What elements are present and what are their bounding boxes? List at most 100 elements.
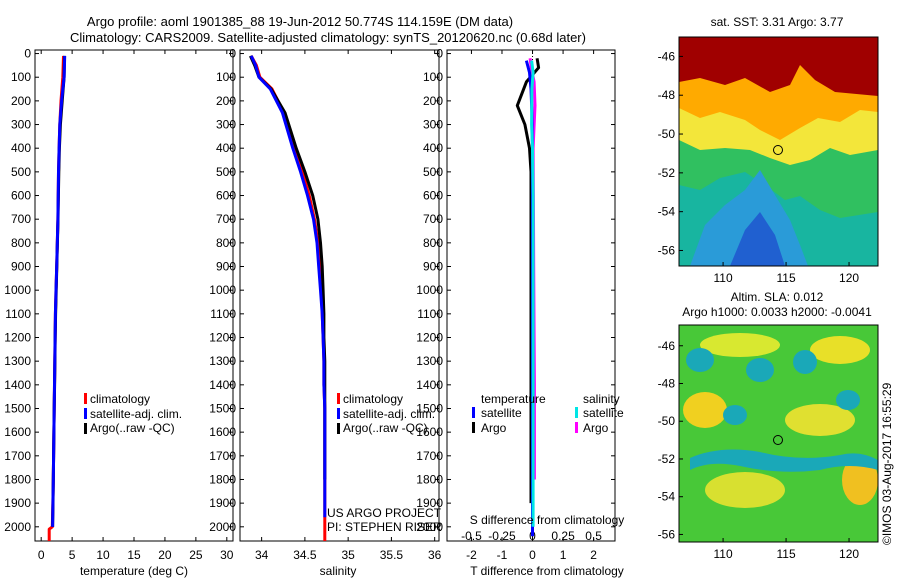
sal-legend-climatology-label: climatology bbox=[343, 392, 403, 406]
diff-legend-t-argo-swatch bbox=[472, 422, 475, 433]
depth-tick-label: 300 bbox=[216, 118, 236, 132]
lon-tick-label: 110 bbox=[714, 271, 733, 285]
series-line-satellite-adj-clim- bbox=[51, 55, 67, 527]
depth-tick-label: 1900 bbox=[416, 496, 443, 510]
depth-tick-label: 400 bbox=[11, 141, 31, 155]
depth-tick-label: 600 bbox=[423, 189, 443, 203]
lat-tick-label: -50 bbox=[658, 414, 676, 428]
depth-tick-label: 0 bbox=[24, 47, 31, 61]
depth-tick-label: 1500 bbox=[209, 401, 236, 415]
s-tick-label: -0.25 bbox=[488, 529, 516, 543]
sla-patch bbox=[723, 405, 747, 425]
sla-map-axes: -46 -48 -50 -52 -54 -56 110 115 120 bbox=[658, 339, 860, 561]
depth-tick-label: 1200 bbox=[209, 331, 236, 345]
salinity-x-axis: 34 34.5 35 35.5 36 bbox=[255, 50, 442, 562]
depth-tick-label: 1300 bbox=[209, 354, 236, 368]
x-tick-label: 20 bbox=[158, 548, 172, 562]
x-tick-label: 15 bbox=[127, 548, 141, 562]
sst-map-frame bbox=[678, 36, 879, 267]
lat-tick-label: -56 bbox=[658, 527, 676, 541]
salinity-panel-frame bbox=[239, 49, 440, 542]
figure-title-line2: Climatology: CARS2009. Satellite-adjuste… bbox=[70, 30, 586, 45]
depth-tick-label: 800 bbox=[423, 236, 443, 250]
temperature-panel-frame bbox=[34, 49, 234, 542]
diff-legend-s-sat-swatch bbox=[575, 407, 578, 418]
s-tick-label: 0.25 bbox=[551, 529, 575, 543]
x-tick-label: 5 bbox=[69, 548, 76, 562]
difference-depth-axis: 0 100 200 300 400 500 600 700 800 900 1000 1100 1200… bbox=[416, 47, 615, 534]
sla-map-title2: Argo h1000: 0.0033 h2000: -0.0041 bbox=[682, 305, 872, 319]
s-difference-label: S difference from climatology bbox=[470, 513, 625, 527]
temperature-profile-lines bbox=[47, 55, 67, 541]
sst-float-marker bbox=[773, 145, 783, 155]
sst-map-title: sat. SST: 3.31 Argo: 3.77 bbox=[711, 15, 844, 29]
legend-satellite-label: satellite-adj. clim. bbox=[90, 407, 182, 421]
salinity-profile-lines bbox=[249, 55, 327, 541]
depth-tick-label: 1500 bbox=[4, 401, 31, 415]
lon-tick-label: 120 bbox=[839, 547, 859, 561]
depth-tick-label: 1700 bbox=[4, 449, 31, 463]
depth-tick-label: 700 bbox=[423, 212, 443, 226]
x-tick-label: 0 bbox=[38, 548, 45, 562]
depth-tick-label: 1000 bbox=[416, 283, 443, 297]
x-tick-label: 35 bbox=[341, 548, 355, 562]
s-tick-label: -0.5 bbox=[461, 529, 482, 543]
depth-tick-label: 900 bbox=[423, 260, 443, 274]
depth-tick-label: 100 bbox=[423, 70, 443, 84]
depth-tick-label: 1800 bbox=[416, 472, 443, 486]
depth-tick-label: 800 bbox=[11, 236, 31, 250]
lat-tick-label: -46 bbox=[658, 339, 676, 353]
pi-label: PI: STEPHEN RISER bbox=[327, 520, 442, 534]
depth-tick-label: 600 bbox=[216, 189, 236, 203]
lon-tick-label: 115 bbox=[776, 271, 795, 285]
depth-tick-label: 0 bbox=[436, 47, 443, 61]
lat-tick-label: -50 bbox=[658, 127, 676, 141]
depth-tick-label: 1400 bbox=[4, 378, 31, 392]
depth-tick-label: 600 bbox=[11, 189, 31, 203]
depth-tick-label: 100 bbox=[11, 70, 31, 84]
sla-map-frame bbox=[678, 324, 879, 543]
x-tick-label: 34 bbox=[255, 548, 269, 562]
depth-tick-label: 500 bbox=[216, 165, 236, 179]
depth-tick-label: 1100 bbox=[5, 307, 31, 321]
depth-tick-label: 200 bbox=[216, 94, 236, 108]
temperature-depth-axis: 0 100 200 300 400 500 600 700 800 900 1000 1100 1200… bbox=[4, 47, 233, 534]
diff-legend-t-argo-label: Argo bbox=[481, 421, 507, 435]
temperature-x-axis: 0 5 10 15 20 25 30 bbox=[38, 50, 234, 562]
project-label: US ARGO PROJECT bbox=[327, 506, 442, 520]
x-tick-label: -1 bbox=[497, 548, 508, 562]
x-tick-label: 1 bbox=[560, 548, 567, 562]
diff-legend-s-sat-label: satellite bbox=[583, 406, 624, 420]
sst-deep-blue-region bbox=[730, 212, 785, 266]
lat-tick-label: -54 bbox=[658, 205, 676, 219]
difference-profile-lines bbox=[515, 50, 541, 541]
depth-tick-label: 1200 bbox=[4, 331, 31, 345]
depth-tick-label: 1400 bbox=[209, 378, 236, 392]
sla-float-marker bbox=[773, 435, 783, 445]
depth-tick-label: 400 bbox=[423, 141, 443, 155]
sla-patch bbox=[705, 472, 785, 508]
depth-tick-label: 300 bbox=[423, 118, 443, 132]
lon-tick-label: 115 bbox=[776, 547, 795, 561]
depth-tick-label: 1200 bbox=[416, 331, 443, 345]
x-tick-label: 10 bbox=[96, 548, 110, 562]
sst-map bbox=[678, 36, 879, 267]
depth-tick-label: 900 bbox=[11, 260, 31, 274]
sal-legend-satellite-swatch bbox=[337, 408, 340, 419]
sal-legend-argo-label: Argo(..raw -QC) bbox=[343, 421, 428, 435]
depth-tick-label: 700 bbox=[11, 212, 31, 226]
depth-tick-label: 1000 bbox=[209, 283, 236, 297]
legend-satellite-swatch bbox=[84, 408, 87, 419]
sal-legend-argo-swatch bbox=[337, 423, 340, 434]
sst-map-axes: -46 -48 -50 -52 -54 -56 110 115 120 bbox=[658, 49, 860, 285]
diff-legend-s-argo-swatch bbox=[575, 422, 578, 433]
series-line-satellite-adj-clim- bbox=[249, 55, 327, 518]
sla-map-title1: Altim. SLA: 0.012 bbox=[731, 290, 824, 304]
lat-tick-label: -56 bbox=[658, 243, 676, 257]
figure-title-line1: Argo profile: aoml 1901385_88 19-Jun-201… bbox=[87, 14, 513, 29]
x-tick-label: 0 bbox=[529, 548, 536, 562]
sla-patch bbox=[683, 392, 727, 428]
salinity-depth-axis: 0 100 200 300 400 500 600 700 800 900 1000 1100 1200… bbox=[209, 47, 439, 534]
depth-tick-label: 1300 bbox=[4, 354, 31, 368]
